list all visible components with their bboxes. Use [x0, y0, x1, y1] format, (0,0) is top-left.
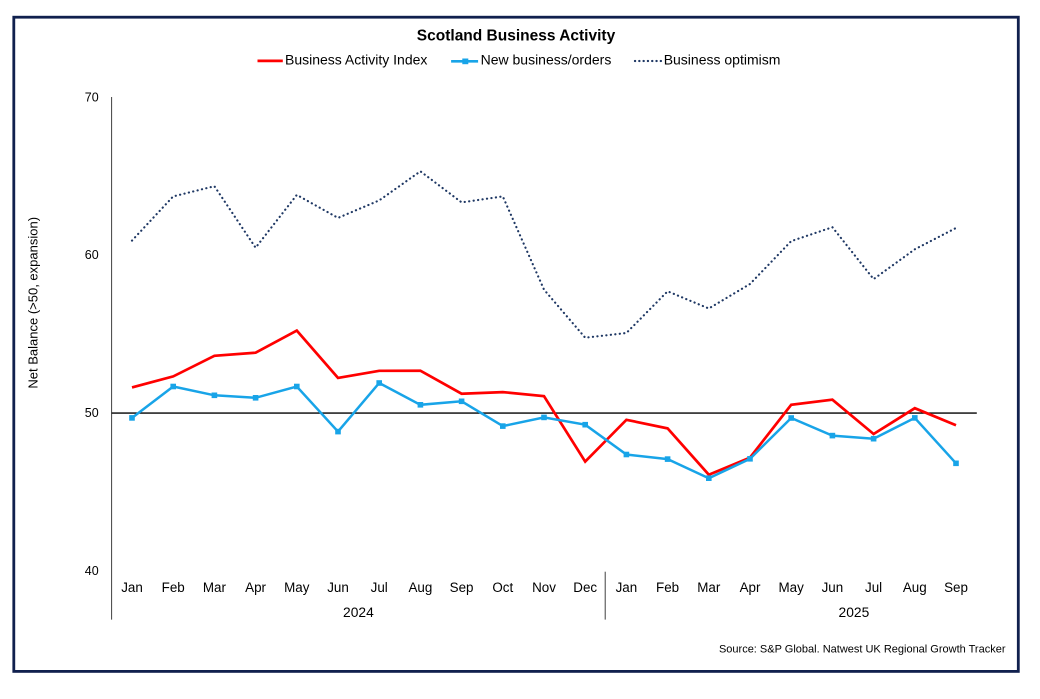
svg-text:Jul: Jul [371, 580, 388, 595]
svg-text:New business/orders: New business/orders [481, 52, 612, 68]
svg-text:Source: S&P Global. Natwest UK: Source: S&P Global. Natwest UK Regional … [719, 644, 1006, 656]
svg-text:Feb: Feb [162, 580, 185, 595]
svg-text:Nov: Nov [532, 580, 556, 595]
svg-text:Mar: Mar [203, 580, 227, 595]
svg-text:May: May [284, 580, 310, 595]
svg-text:Apr: Apr [740, 580, 761, 595]
svg-text:40: 40 [85, 564, 99, 578]
svg-text:Apr: Apr [245, 580, 266, 595]
svg-text:Sep: Sep [450, 580, 474, 595]
svg-text:Sep: Sep [944, 580, 968, 595]
svg-text:2025: 2025 [839, 605, 870, 620]
svg-text:60: 60 [85, 248, 99, 262]
svg-text:Jan: Jan [121, 580, 143, 595]
svg-text:Feb: Feb [656, 580, 679, 595]
svg-text:Aug: Aug [903, 580, 927, 595]
svg-text:Jul: Jul [865, 580, 882, 595]
svg-text:Scotland Business Activity: Scotland Business Activity [417, 28, 616, 45]
svg-text:Oct: Oct [492, 580, 513, 595]
svg-text:Business optimism: Business optimism [664, 52, 781, 68]
svg-text:May: May [779, 580, 805, 595]
svg-text:Jun: Jun [327, 580, 349, 595]
svg-text:Mar: Mar [697, 580, 721, 595]
svg-text:2024: 2024 [343, 605, 374, 620]
svg-text:Aug: Aug [408, 580, 432, 595]
svg-text:Business Activity Index: Business Activity Index [285, 52, 427, 68]
svg-text:Dec: Dec [573, 580, 597, 595]
svg-text:Jan: Jan [616, 580, 638, 595]
svg-text:Net Balance (>50, expansion): Net Balance (>50, expansion) [26, 217, 41, 389]
svg-text:50: 50 [85, 406, 99, 420]
svg-text:70: 70 [85, 90, 99, 104]
svg-text:Jun: Jun [822, 580, 844, 595]
